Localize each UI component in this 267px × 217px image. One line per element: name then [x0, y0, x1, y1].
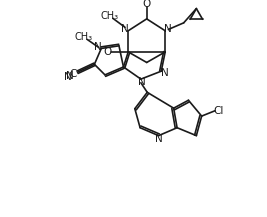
- Text: C: C: [70, 69, 77, 79]
- Text: N: N: [160, 68, 168, 78]
- Text: N: N: [164, 25, 172, 35]
- Text: O: O: [143, 0, 151, 9]
- Text: N: N: [64, 72, 72, 82]
- Text: N: N: [155, 134, 163, 144]
- Text: N: N: [66, 71, 73, 81]
- Text: CH₃: CH₃: [100, 11, 118, 21]
- Text: N: N: [138, 77, 145, 87]
- Text: N: N: [94, 42, 102, 53]
- Text: N: N: [121, 25, 129, 35]
- Text: CH₃: CH₃: [75, 32, 93, 42]
- Text: O: O: [103, 47, 111, 57]
- Text: Cl: Cl: [213, 106, 224, 116]
